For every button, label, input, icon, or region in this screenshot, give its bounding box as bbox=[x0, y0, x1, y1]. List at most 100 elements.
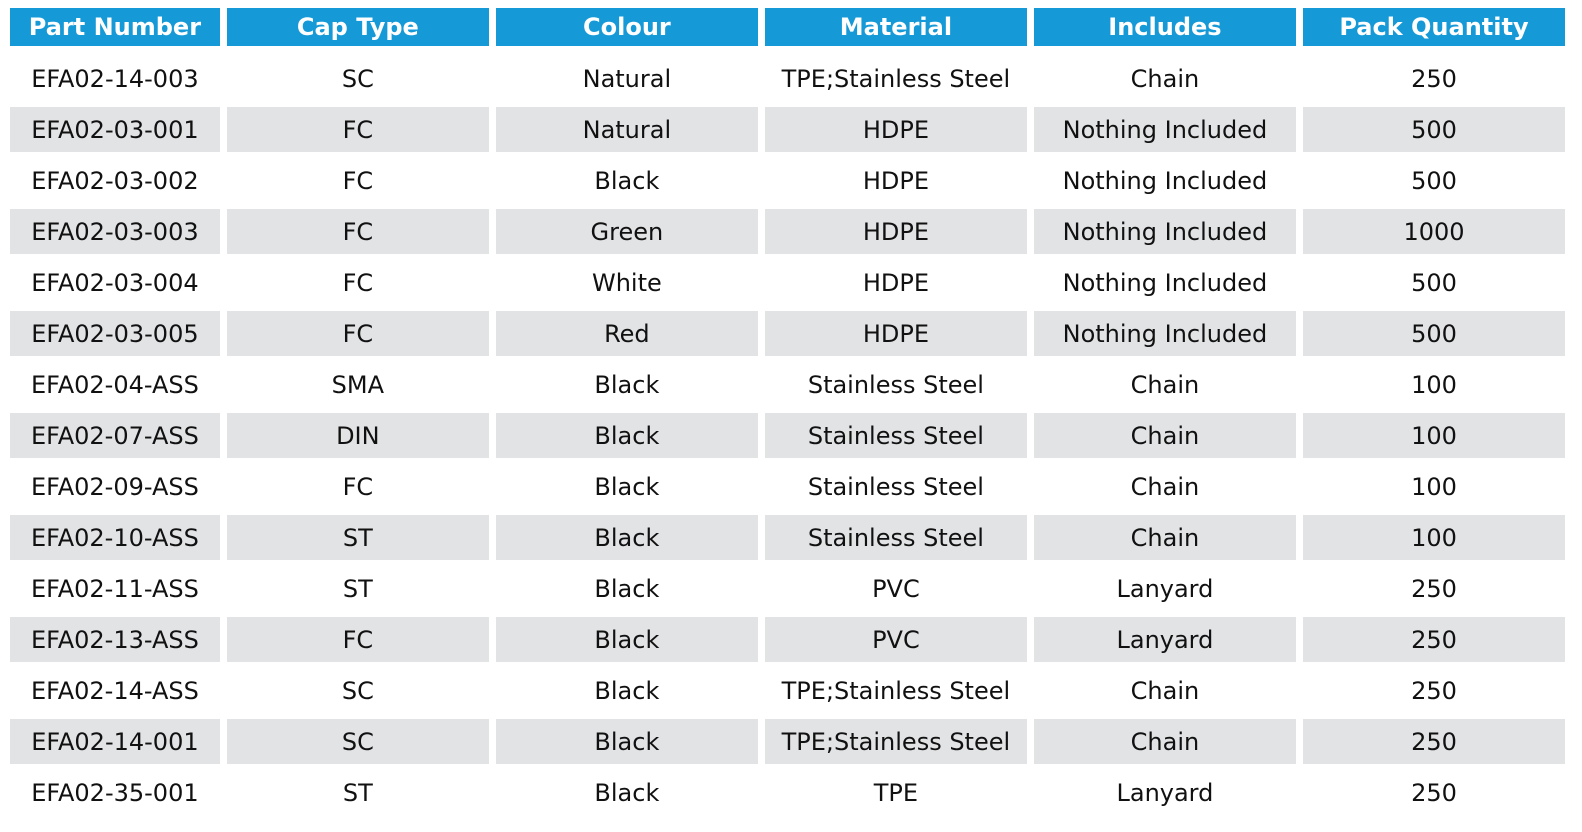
cell-includes: Nothing Included bbox=[1033, 257, 1296, 308]
cell-colour: Natural bbox=[495, 53, 758, 104]
table-row: EFA02-03-004 FC White HDPE Nothing Included 5… bbox=[10, 257, 1565, 308]
cell-pack-quantity: 100 bbox=[1302, 359, 1565, 410]
table-row: EFA02-14-003 SC Natural TPE;Stainless Steel… bbox=[10, 53, 1565, 104]
cell-colour: Black bbox=[495, 359, 758, 410]
cell-material: PVC bbox=[764, 614, 1027, 665]
cell-pack-quantity: 100 bbox=[1302, 410, 1565, 461]
cell-includes: Lanyard bbox=[1033, 767, 1296, 818]
cell-includes: Chain bbox=[1033, 410, 1296, 461]
table-row: EFA02-14-001 SC Black TPE;Stainless Steel Ch… bbox=[10, 716, 1565, 767]
cell-part-number: EFA02-14-003 bbox=[10, 53, 220, 104]
cell-part-number: EFA02-04-ASS bbox=[10, 359, 220, 410]
cell-pack-quantity: 100 bbox=[1302, 461, 1565, 512]
cell-cap-type: SC bbox=[226, 716, 489, 767]
table-row: EFA02-03-005 FC Red HDPE Nothing Included 500 bbox=[10, 308, 1565, 359]
cell-colour: Black bbox=[495, 512, 758, 563]
cell-cap-type: FC bbox=[226, 614, 489, 665]
cell-pack-quantity: 100 bbox=[1302, 512, 1565, 563]
cell-material: Stainless Steel bbox=[764, 461, 1027, 512]
cell-colour: Natural bbox=[495, 104, 758, 155]
cell-colour: Black bbox=[495, 767, 758, 818]
header-includes: Includes bbox=[1033, 8, 1296, 53]
cell-pack-quantity: 250 bbox=[1302, 563, 1565, 614]
cell-material: HDPE bbox=[764, 257, 1027, 308]
cell-includes: Chain bbox=[1033, 461, 1296, 512]
cell-colour: Black bbox=[495, 716, 758, 767]
cell-part-number: EFA02-07-ASS bbox=[10, 410, 220, 461]
cell-material: Stainless Steel bbox=[764, 512, 1027, 563]
cell-includes: Lanyard bbox=[1033, 563, 1296, 614]
table-row: EFA02-07-ASS DIN Black Stainless Steel Chain… bbox=[10, 410, 1565, 461]
cell-part-number: EFA02-09-ASS bbox=[10, 461, 220, 512]
cell-includes: Nothing Included bbox=[1033, 104, 1296, 155]
cell-part-number: EFA02-03-003 bbox=[10, 206, 220, 257]
cell-part-number: EFA02-14-ASS bbox=[10, 665, 220, 716]
cell-part-number: EFA02-03-004 bbox=[10, 257, 220, 308]
cell-colour: Black bbox=[495, 410, 758, 461]
cell-cap-type: SC bbox=[226, 53, 489, 104]
header-pack-quantity: Pack Quantity bbox=[1302, 8, 1565, 53]
table-row: EFA02-35-001 ST Black TPE Lanyard 250 bbox=[10, 767, 1565, 818]
table-row: EFA02-11-ASS ST Black PVC Lanyard 250 bbox=[10, 563, 1565, 614]
cell-cap-type: FC bbox=[226, 206, 489, 257]
cell-colour: Green bbox=[495, 206, 758, 257]
cell-colour: Red bbox=[495, 308, 758, 359]
cell-cap-type: DIN bbox=[226, 410, 489, 461]
table-row: EFA02-13-ASS FC Black PVC Lanyard 250 bbox=[10, 614, 1565, 665]
cell-material: TPE;Stainless Steel bbox=[764, 716, 1027, 767]
cell-material: HDPE bbox=[764, 155, 1027, 206]
cell-includes: Nothing Included bbox=[1033, 206, 1296, 257]
cell-includes: Nothing Included bbox=[1033, 155, 1296, 206]
cell-cap-type: FC bbox=[226, 155, 489, 206]
table-row: EFA02-09-ASS FC Black Stainless Steel Chain 1… bbox=[10, 461, 1565, 512]
table-row: EFA02-03-003 FC Green HDPE Nothing Included 1… bbox=[10, 206, 1565, 257]
cell-colour: White bbox=[495, 257, 758, 308]
cell-pack-quantity: 500 bbox=[1302, 308, 1565, 359]
cell-part-number: EFA02-03-001 bbox=[10, 104, 220, 155]
table-row: EFA02-03-001 FC Natural HDPE Nothing Include… bbox=[10, 104, 1565, 155]
cell-part-number: EFA02-10-ASS bbox=[10, 512, 220, 563]
cell-material: HDPE bbox=[764, 206, 1027, 257]
table-header: Part Number Cap Type Colour Material Inc… bbox=[10, 8, 1565, 53]
cell-includes: Chain bbox=[1033, 665, 1296, 716]
product-table: Part Number Cap Type Colour Material Inc… bbox=[3, 8, 1572, 818]
cell-includes: Chain bbox=[1033, 512, 1296, 563]
cell-cap-type: ST bbox=[226, 563, 489, 614]
cell-part-number: EFA02-35-001 bbox=[10, 767, 220, 818]
header-row: Part Number Cap Type Colour Material Inc… bbox=[10, 8, 1565, 53]
cell-material: Stainless Steel bbox=[764, 359, 1027, 410]
cell-pack-quantity: 250 bbox=[1302, 767, 1565, 818]
cell-includes: Chain bbox=[1033, 716, 1296, 767]
cell-colour: Black bbox=[495, 665, 758, 716]
cell-colour: Black bbox=[495, 461, 758, 512]
cell-material: TPE;Stainless Steel bbox=[764, 53, 1027, 104]
table-body: EFA02-14-003 SC Natural TPE;Stainless Steel… bbox=[10, 53, 1565, 818]
cell-material: TPE;Stainless Steel bbox=[764, 665, 1027, 716]
cell-part-number: EFA02-11-ASS bbox=[10, 563, 220, 614]
cell-pack-quantity: 250 bbox=[1302, 716, 1565, 767]
table-row: EFA02-03-002 FC Black HDPE Nothing Included 5… bbox=[10, 155, 1565, 206]
cell-pack-quantity: 500 bbox=[1302, 104, 1565, 155]
header-colour: Colour bbox=[495, 8, 758, 53]
cell-cap-type: ST bbox=[226, 512, 489, 563]
header-material: Material bbox=[764, 8, 1027, 53]
cell-cap-type: SC bbox=[226, 665, 489, 716]
table-row: EFA02-04-ASS SMA Black Stainless Steel Chain… bbox=[10, 359, 1565, 410]
cell-includes: Nothing Included bbox=[1033, 308, 1296, 359]
cell-cap-type: ST bbox=[226, 767, 489, 818]
cell-cap-type: FC bbox=[226, 257, 489, 308]
cell-cap-type: SMA bbox=[226, 359, 489, 410]
cell-part-number: EFA02-03-002 bbox=[10, 155, 220, 206]
cell-colour: Black bbox=[495, 155, 758, 206]
cell-pack-quantity: 250 bbox=[1302, 53, 1565, 104]
cell-pack-quantity: 500 bbox=[1302, 257, 1565, 308]
cell-material: HDPE bbox=[764, 308, 1027, 359]
cell-material: PVC bbox=[764, 563, 1027, 614]
table-row: EFA02-14-ASS SC Black TPE;Stainless Steel Ch… bbox=[10, 665, 1565, 716]
table-row: EFA02-10-ASS ST Black Stainless Steel Chain 1… bbox=[10, 512, 1565, 563]
cell-part-number: EFA02-14-001 bbox=[10, 716, 220, 767]
cell-pack-quantity: 500 bbox=[1302, 155, 1565, 206]
cell-colour: Black bbox=[495, 614, 758, 665]
cell-material: TPE bbox=[764, 767, 1027, 818]
cell-material: Stainless Steel bbox=[764, 410, 1027, 461]
